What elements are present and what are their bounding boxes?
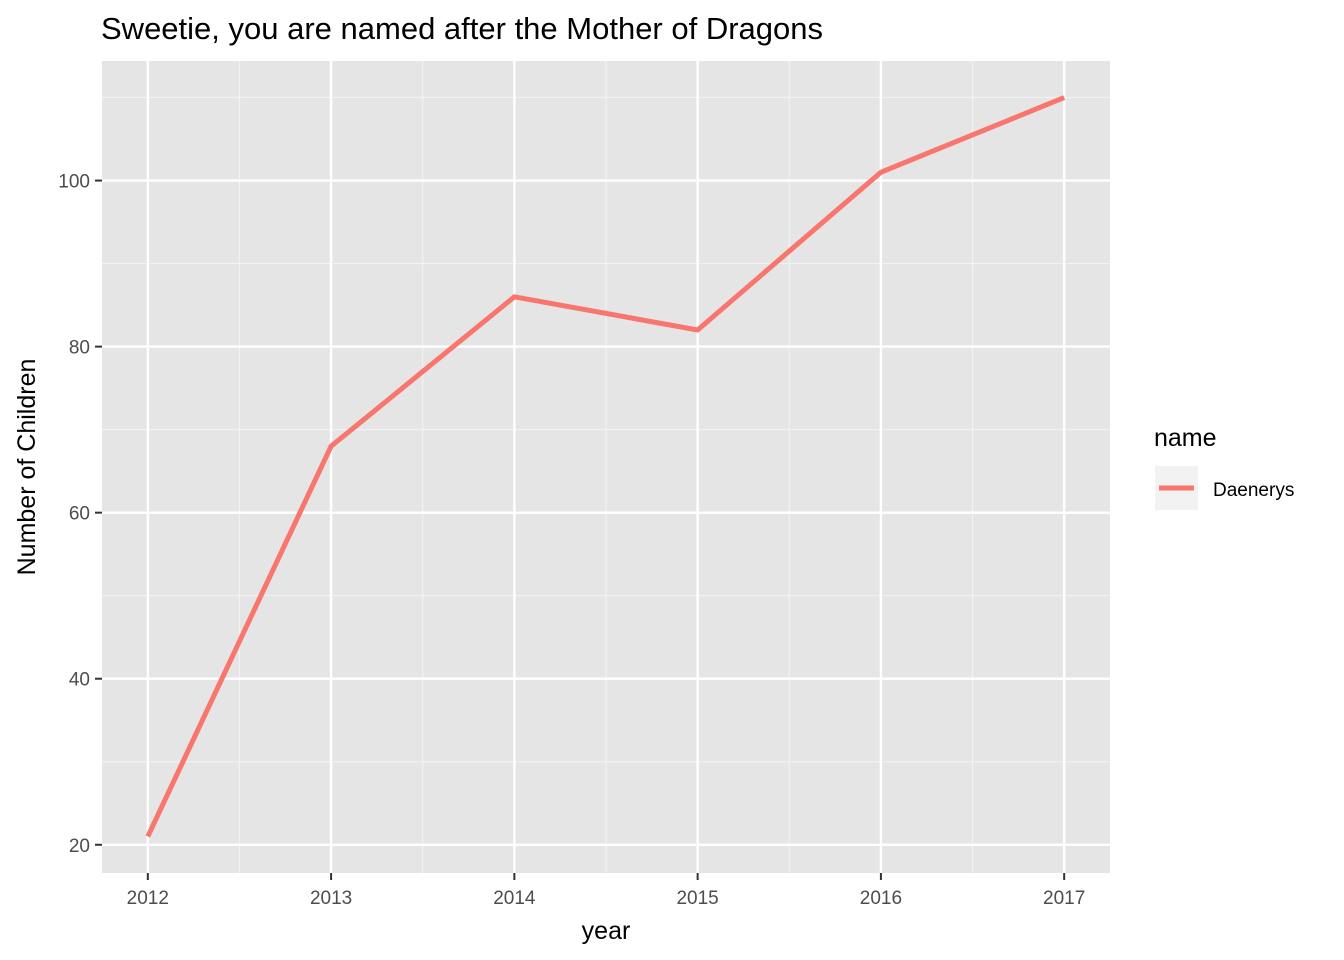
minor-gridlines [102,61,1110,873]
x-tick-label: 2017 [1043,888,1085,909]
series-layer [145,95,1066,838]
y-tick-label: 20 [69,836,90,857]
chart-title: Sweetie, you are named after the Mother … [101,11,823,46]
legend-label: Daenerys [1213,480,1294,501]
y-axis-title: Number of Children [13,359,41,576]
x-tick-label: 2012 [127,888,169,909]
legend-title: name [1154,424,1217,452]
major-gridlines [102,61,1110,873]
x-axis: 2012 2013 2014 2015 2016 2017 [127,873,1085,909]
y-tick-label: 100 [58,172,90,193]
x-tick-label: 2014 [493,888,536,909]
series-line-daenerys [145,95,1066,838]
x-tick-label: 2015 [676,888,718,909]
y-tick-label: 40 [69,670,90,691]
y-axis: 20 40 60 80 100 [58,172,102,857]
x-tick-label: 2013 [310,888,352,909]
y-tick-label: 80 [69,338,90,359]
x-axis-title: year [582,917,631,945]
y-tick-label: 60 [69,504,90,525]
legend: name Daenerys [1154,424,1294,510]
x-tick-label: 2016 [860,888,902,909]
